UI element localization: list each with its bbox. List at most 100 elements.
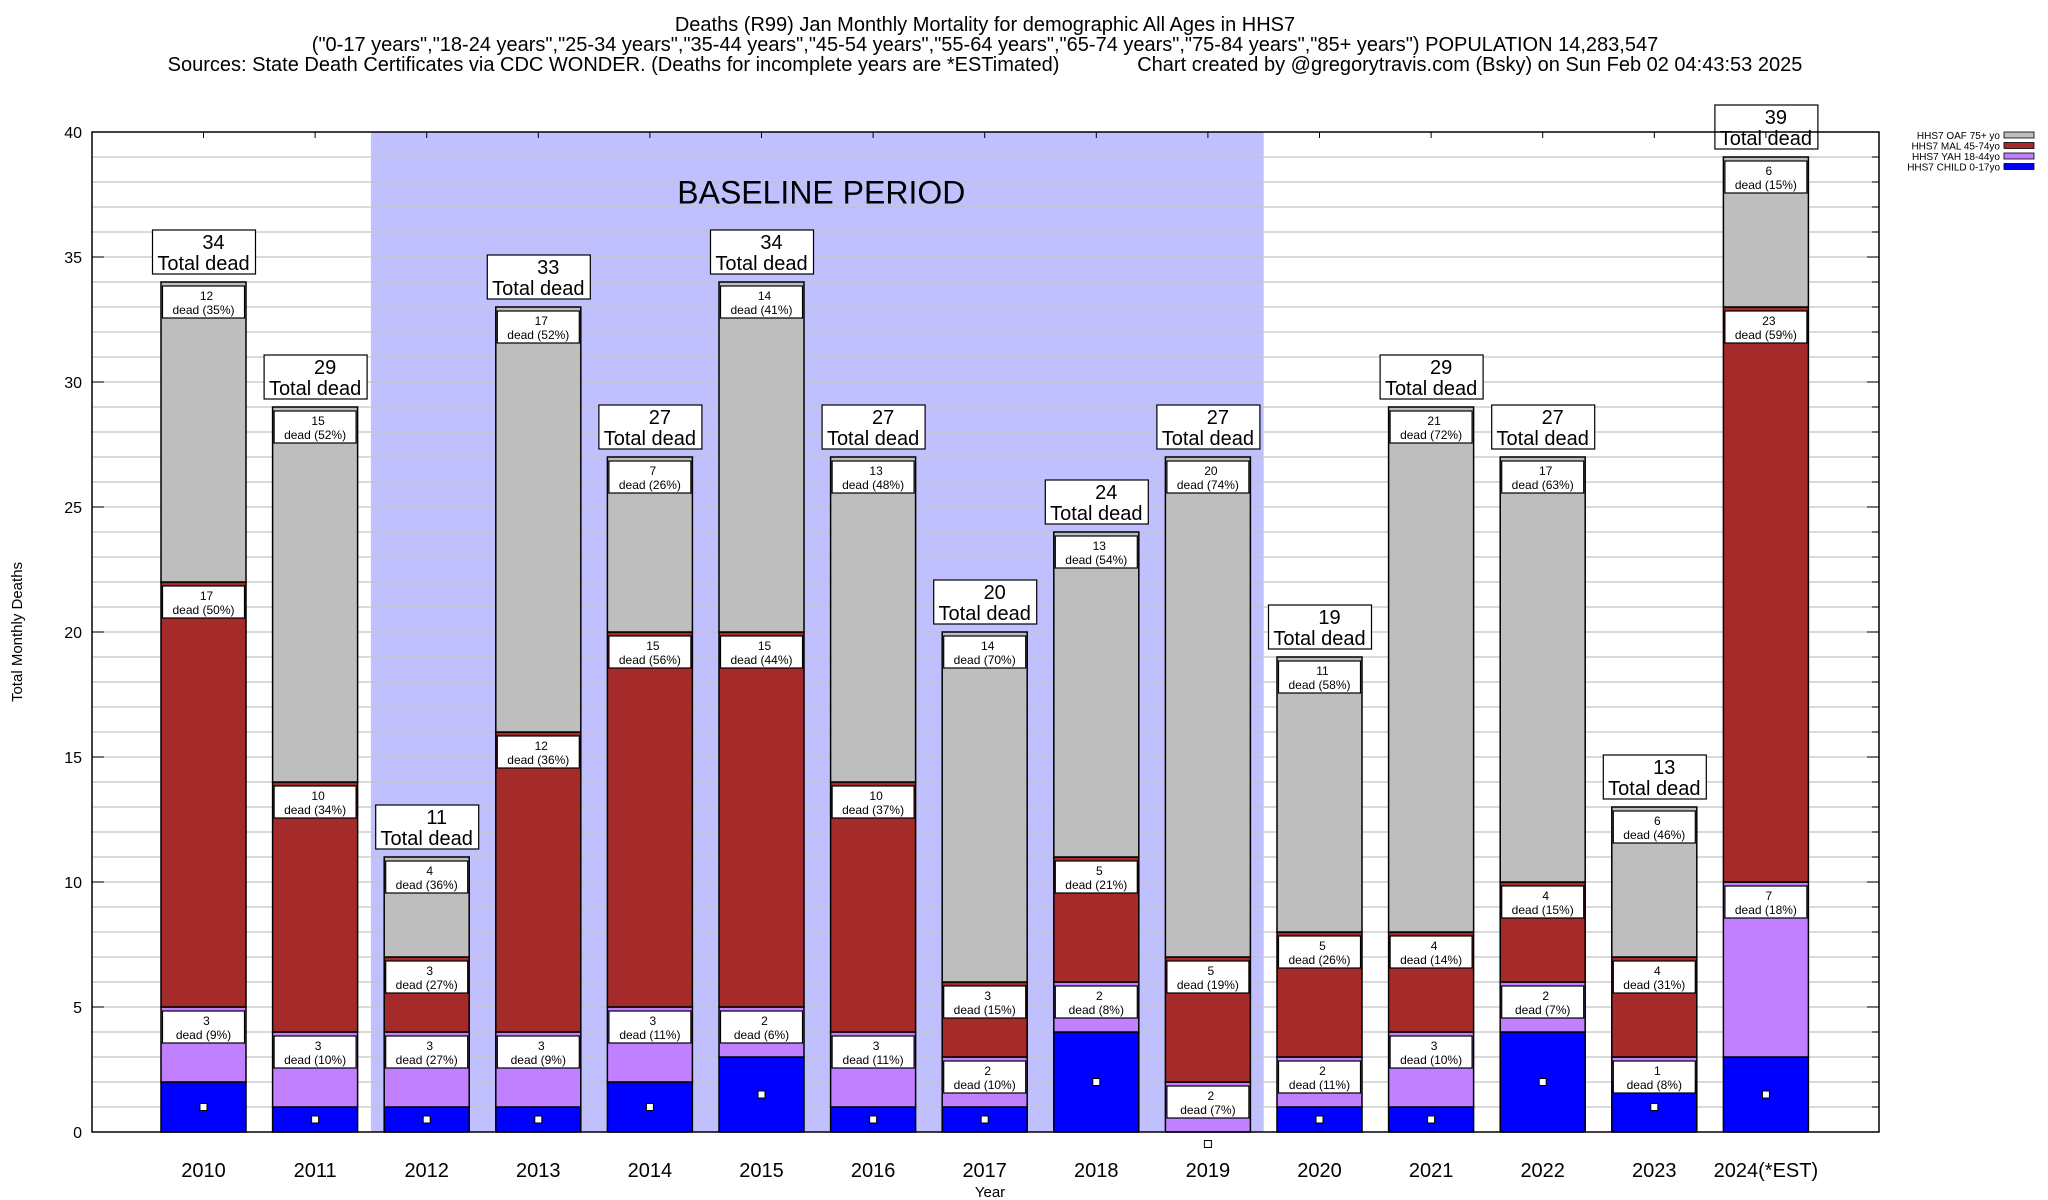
total-label-text: Total dead bbox=[1608, 778, 1700, 800]
segment-label-percent: dead (26%) bbox=[1288, 953, 1350, 967]
segment-label-percent: dead (37%) bbox=[842, 803, 904, 817]
segment-label-percent: dead (52%) bbox=[507, 328, 569, 342]
x-axis: 2010 2011 2012 2013 2014 2015 2016 2017 2018 2019… bbox=[181, 132, 1818, 1182]
segment-label-box bbox=[496, 1035, 580, 1069]
segment-label-box bbox=[385, 960, 469, 994]
total-label-box bbox=[1267, 604, 1373, 650]
segment-label-box bbox=[719, 1010, 804, 1044]
segment-label-box bbox=[608, 635, 692, 669]
bar-segment-hhs7-child-0-17yo-2020 bbox=[1276, 1106, 1363, 1133]
total-label-box bbox=[1044, 479, 1149, 525]
segment-label-count: 23 bbox=[1762, 314, 1776, 328]
x-tick-label: 2015 bbox=[739, 1160, 784, 1182]
segment-label-count: 5 bbox=[1208, 964, 1215, 978]
segment-label-box bbox=[496, 310, 580, 344]
segment-label-box bbox=[161, 285, 246, 319]
x-tick-label: 2019 bbox=[1186, 1160, 1231, 1182]
y-tick-label: 5 bbox=[73, 1000, 82, 1017]
segment-label-box bbox=[1166, 1085, 1250, 1119]
segment-label-box bbox=[1389, 1035, 1473, 1069]
segment-label-percent: dead (7%) bbox=[1515, 1003, 1570, 1017]
segment-label-box bbox=[1277, 935, 1362, 969]
segment-label-box bbox=[831, 1035, 915, 1069]
segment-label-count: 13 bbox=[1093, 539, 1107, 553]
segment-label-box bbox=[1724, 885, 1808, 919]
segment-label-percent: dead (31%) bbox=[1623, 978, 1685, 992]
segment-label-percent: dead (9%) bbox=[176, 1028, 231, 1042]
segment-label-box bbox=[1724, 310, 1808, 344]
x-axis-label: Year bbox=[975, 1184, 1005, 1200]
x-tick-label: 2020 bbox=[1297, 1160, 1342, 1182]
segment-label-count: 4 bbox=[1654, 964, 1661, 978]
segment-label-count: 7 bbox=[1766, 889, 1773, 903]
segment-label-count: 11 bbox=[1316, 664, 1329, 678]
segment-label-percent: dead (54%) bbox=[1065, 553, 1127, 567]
segment-label-percent: dead (15%) bbox=[954, 1003, 1016, 1017]
total-label-value: 27 bbox=[649, 407, 671, 429]
segment-label-count: 4 bbox=[1542, 889, 1549, 903]
y-axis-label: Total Monthly Deaths bbox=[9, 562, 26, 702]
total-label-text: Total dead bbox=[1273, 628, 1365, 650]
segment-label-count: 14 bbox=[981, 639, 995, 653]
total-label-value: 34 bbox=[202, 232, 224, 254]
segment-label-percent: dead (26%) bbox=[619, 478, 681, 492]
segment-label-percent: dead (11%) bbox=[1289, 1078, 1350, 1092]
segment-label-box bbox=[719, 635, 804, 669]
bar-segment-hhs7-oaf-75-yo-2010 bbox=[160, 281, 247, 583]
bar-segment-hhs7-oaf-75-yo-2011 bbox=[271, 406, 359, 783]
segment-label-percent: dead (70%) bbox=[954, 653, 1016, 667]
segment-label-count: 3 bbox=[203, 1014, 210, 1028]
segment-label-percent: dead (11%) bbox=[619, 1028, 680, 1042]
legend-label: HHS7 CHILD 0-17yo bbox=[1907, 163, 2000, 174]
total-label-value: 13 bbox=[1653, 757, 1675, 779]
segment-label-percent: dead (19%) bbox=[1177, 978, 1239, 992]
segment-label-count: 13 bbox=[869, 464, 883, 478]
segment-label-box bbox=[385, 1035, 469, 1069]
total-label-text: Total dead bbox=[157, 253, 249, 275]
total-label-value: 33 bbox=[537, 257, 559, 279]
segment-label-count: 4 bbox=[1431, 939, 1438, 953]
chart-title: Deaths (R99) Jan Monthly Mortality for d… bbox=[168, 14, 1803, 76]
segment-label-percent: dead (58%) bbox=[1288, 678, 1350, 692]
bar-segment-hhs7-oaf-75-yo-2017 bbox=[941, 631, 1028, 983]
segment-label-percent: dead (15%) bbox=[1735, 178, 1797, 192]
segment-label-percent: dead (27%) bbox=[396, 978, 458, 992]
segment-label-count: 2 bbox=[1319, 1064, 1326, 1078]
segment-label-count: 15 bbox=[646, 639, 660, 653]
segment-label-percent: dead (21%) bbox=[1065, 878, 1127, 892]
segment-label-box bbox=[273, 1035, 357, 1069]
total-label-text: Total dead bbox=[939, 603, 1031, 625]
total-label-value: 20 bbox=[984, 582, 1006, 604]
total-label-value: 19 bbox=[1318, 607, 1340, 629]
segment-label-box bbox=[1054, 985, 1138, 1019]
child-value-marker bbox=[199, 1103, 208, 1111]
segment-label-percent: dead (36%) bbox=[507, 753, 569, 767]
segment-label-count: 3 bbox=[315, 1039, 322, 1053]
segment-label-count: 3 bbox=[426, 964, 433, 978]
segment-label-count: 2 bbox=[1208, 1089, 1215, 1103]
